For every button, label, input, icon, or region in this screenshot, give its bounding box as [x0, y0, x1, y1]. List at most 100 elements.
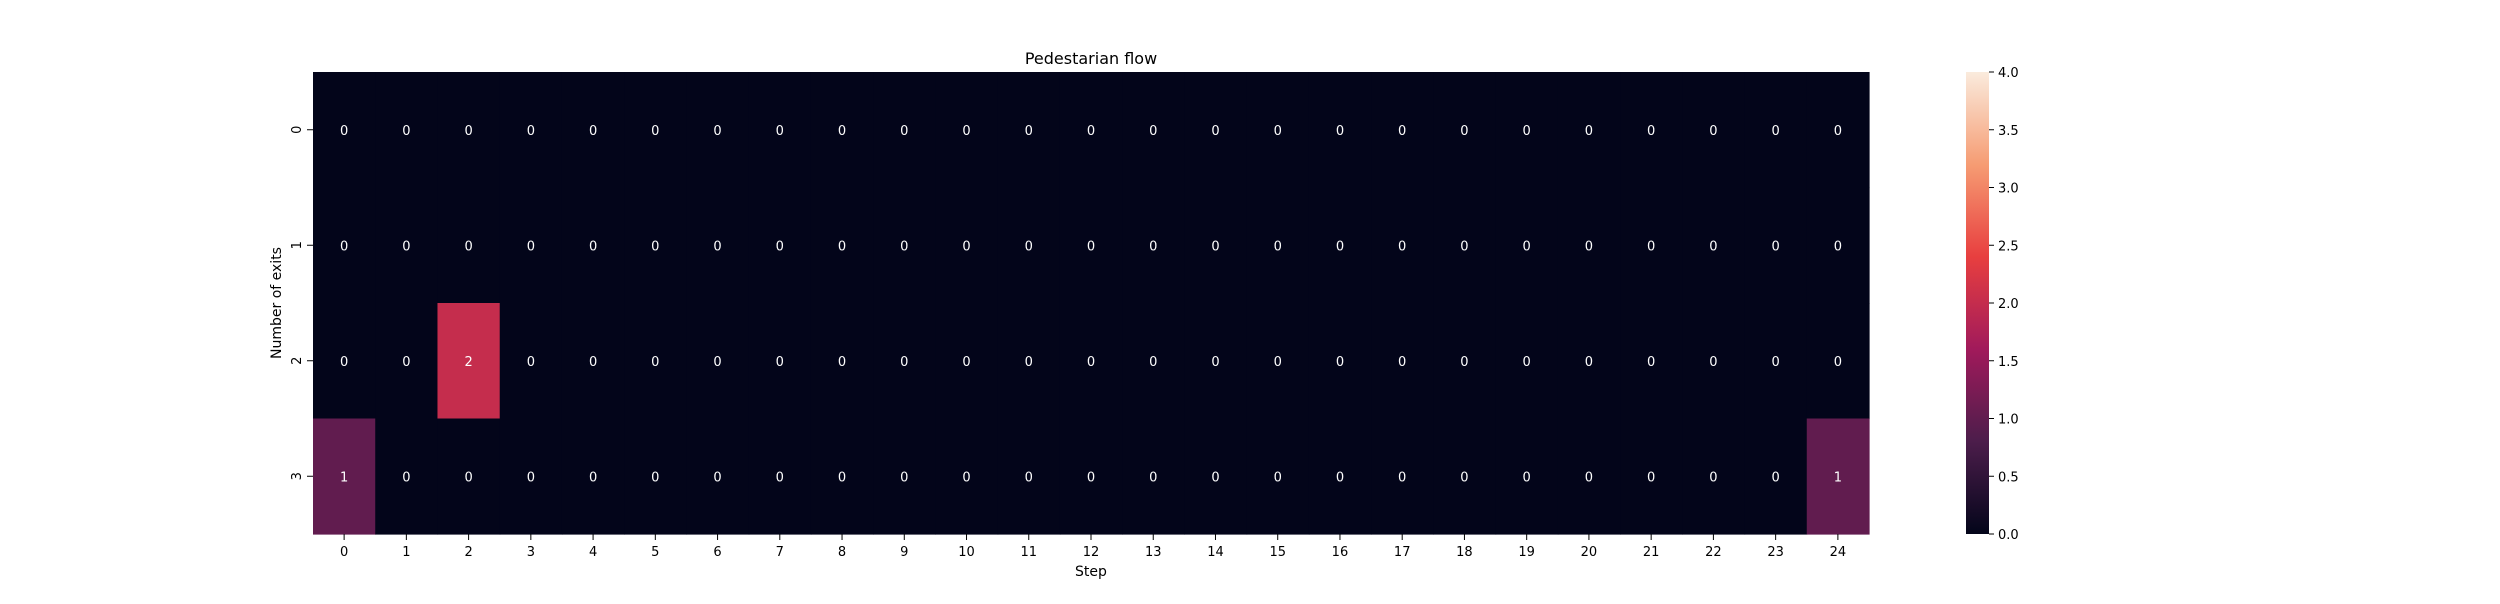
- cell-value-label: 0: [1087, 124, 1095, 139]
- heatmap-cell: [1557, 187, 1621, 304]
- heatmap-cell: [1682, 72, 1746, 189]
- heatmap-cell: [1059, 72, 1123, 189]
- heatmap-cell: [1806, 303, 1870, 420]
- cell-value-label: 0: [838, 355, 846, 370]
- x-tick-label: 0: [340, 545, 348, 560]
- heatmap-cell: [873, 72, 936, 189]
- x-tick-label: 6: [713, 545, 721, 560]
- heatmap-cell: [1806, 418, 1870, 535]
- heatmap-cell: [499, 303, 563, 420]
- heatmap-cell: [686, 187, 750, 304]
- x-tick-label: 10: [958, 545, 975, 560]
- heatmap-cell: [1682, 303, 1746, 420]
- heatmap-cell: [437, 72, 501, 189]
- cell-value-label: 0: [340, 124, 348, 139]
- heatmap-cell: [437, 187, 501, 304]
- heatmap-cell: [1308, 303, 1372, 420]
- x-tick-label: 4: [589, 545, 597, 560]
- cell-value-label: 0: [402, 470, 410, 485]
- cell-value-label: 0: [1709, 355, 1717, 370]
- heatmap-cell: [1371, 303, 1434, 420]
- heatmap-cell: [1433, 418, 1497, 535]
- cell-value-label: 0: [713, 124, 721, 139]
- cell-value-label: 0: [713, 470, 721, 485]
- cell-value-label: 0: [1398, 355, 1406, 370]
- colorbar-tick-label: 2.5: [1998, 239, 2019, 254]
- cell-value-label: 1: [1834, 470, 1842, 485]
- cell-value-label: 0: [1460, 470, 1468, 485]
- heatmap-cell: [1371, 187, 1434, 304]
- cell-value-label: 0: [1336, 239, 1344, 254]
- cell-value-label: 0: [464, 239, 472, 254]
- x-axis-label: Step: [1075, 564, 1107, 580]
- cell-value-label: 0: [1087, 470, 1095, 485]
- cell-value-label: 0: [1585, 355, 1593, 370]
- x-tick-label: 20: [1581, 545, 1598, 560]
- heatmap-cell: [437, 303, 501, 420]
- cell-value-label: 0: [1211, 355, 1219, 370]
- cell-value-label: 0: [900, 470, 908, 485]
- cell-value-label: 0: [1709, 124, 1717, 139]
- cell-value-label: 0: [1523, 355, 1531, 370]
- cell-value-label: 0: [402, 239, 410, 254]
- cell-value-label: 0: [1771, 239, 1779, 254]
- heatmap-cell: [1806, 72, 1870, 189]
- cell-value-label: 0: [1834, 355, 1842, 370]
- cell-value-label: 0: [1274, 124, 1282, 139]
- heatmap-cell: [997, 303, 1061, 420]
- heatmap-cell: [1433, 187, 1497, 304]
- heatmap-cell: [499, 72, 563, 189]
- x-tick-label: 12: [1083, 545, 1100, 560]
- cell-value-label: 0: [402, 355, 410, 370]
- heatmap-cell: [686, 418, 750, 535]
- cell-value-label: 0: [1087, 355, 1095, 370]
- heatmap-cell: [1744, 418, 1808, 535]
- colorbar-gradient: [1966, 72, 1989, 534]
- y-tick-label: 0: [290, 126, 305, 134]
- cell-value-label: 0: [589, 355, 597, 370]
- heatmap-cell: [624, 187, 688, 304]
- cell-value-label: 0: [1460, 239, 1468, 254]
- heatmap-cell: [499, 418, 563, 535]
- cell-value-label: 0: [1460, 355, 1468, 370]
- colorbar-tick-label: 0.0: [1998, 528, 2019, 543]
- y-axis-label: Number of exits: [269, 247, 285, 359]
- heatmap-cell: [1184, 187, 1248, 304]
- cell-value-label: 1: [340, 470, 348, 485]
- heatmap-cell: [1308, 187, 1372, 304]
- cell-value-label: 0: [1647, 124, 1655, 139]
- cell-value-label: 0: [1585, 124, 1593, 139]
- heatmap-cell: [935, 303, 999, 420]
- heatmap-cell: [313, 187, 376, 304]
- heatmap-cell: [997, 418, 1061, 535]
- heatmap-cell: [313, 72, 376, 189]
- heatmap-cell: [748, 72, 812, 189]
- cell-value-label: 0: [589, 124, 597, 139]
- heatmap-cell: [1246, 418, 1310, 535]
- cell-value-label: 0: [651, 470, 659, 485]
- heatmap-cell: [1371, 72, 1434, 189]
- heatmap-cell: [561, 418, 625, 535]
- heatmap-cell: [375, 418, 439, 535]
- cell-value-label: 0: [900, 124, 908, 139]
- heatmap-cell: [997, 72, 1061, 189]
- cell-value-label: 2: [464, 355, 472, 370]
- x-tick-label: 22: [1705, 545, 1722, 560]
- cell-value-label: 0: [589, 470, 597, 485]
- heatmap-cell: [1184, 418, 1248, 535]
- heatmap-cell: [561, 72, 625, 189]
- x-tick-label: 13: [1145, 545, 1162, 560]
- cell-value-label: 0: [651, 355, 659, 370]
- x-tick-label: 5: [651, 545, 659, 560]
- x-tick-label: 18: [1456, 545, 1473, 560]
- heatmap-cell: [1122, 418, 1185, 535]
- y-tick-label: 2: [290, 357, 305, 365]
- cell-value-label: 0: [527, 470, 535, 485]
- x-tick-label: 11: [1020, 545, 1037, 560]
- heatmap-cell: [1433, 72, 1497, 189]
- y-tick-label: 3: [290, 472, 305, 480]
- cell-value-label: 0: [1025, 470, 1033, 485]
- x-tick-label: 2: [464, 545, 472, 560]
